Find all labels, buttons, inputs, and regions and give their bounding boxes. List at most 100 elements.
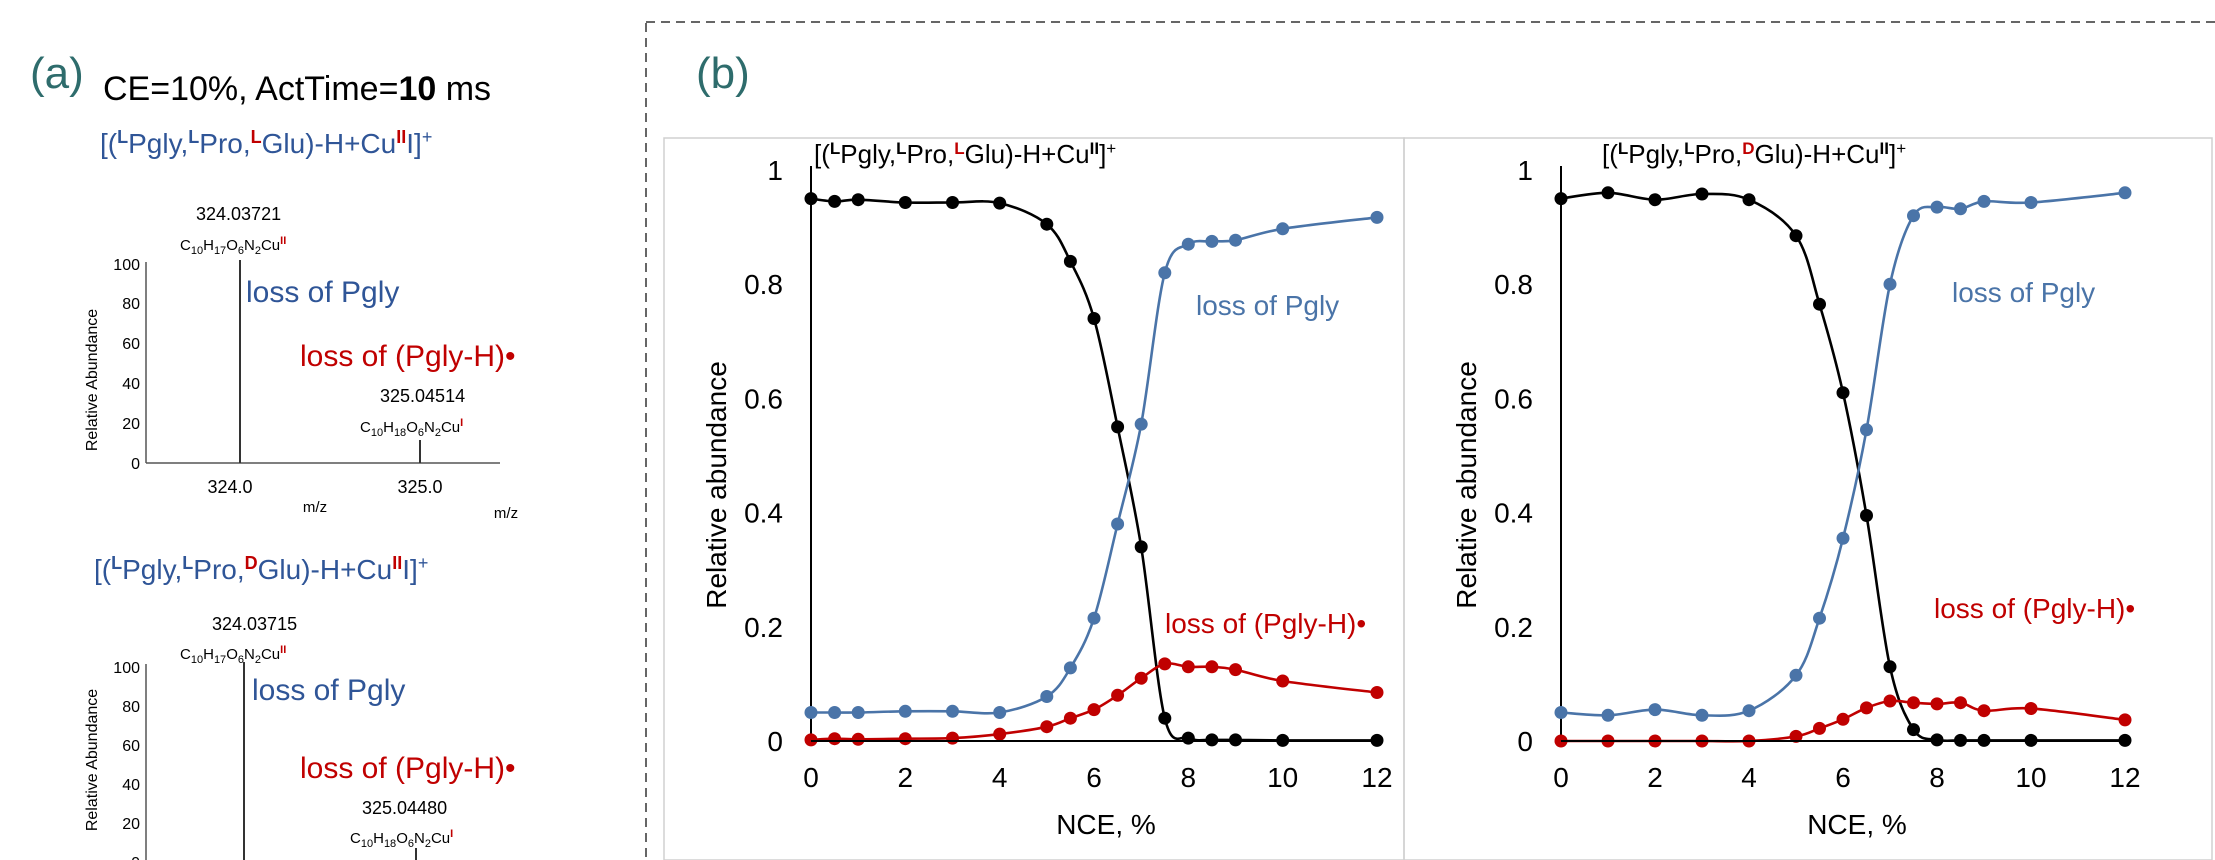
chart-data-point bbox=[1229, 733, 1242, 747]
chart-data-point bbox=[1977, 194, 1991, 208]
chart-1-series-label-pglyh: loss of (Pgly-H)• bbox=[1165, 608, 1366, 639]
chart-ytick-label: 0.8 bbox=[744, 269, 783, 300]
spectrum-1-ytick: 20 bbox=[122, 416, 140, 433]
chart-data-point bbox=[1134, 417, 1148, 431]
spectrum-1-ytick: 0 bbox=[131, 456, 140, 473]
chart-data-point bbox=[828, 706, 842, 719]
chart-xtick-label: 0 bbox=[1553, 762, 1569, 793]
chart-data-point bbox=[1954, 696, 1967, 710]
chart-xtick-label: 8 bbox=[1181, 762, 1197, 793]
chart-data-point bbox=[946, 196, 959, 209]
chart-data-point bbox=[1860, 509, 1873, 522]
chart-2-title: [(LPgly,LPro,DGlu)-H+CuII]+ bbox=[1602, 139, 1906, 169]
spectrum-2-loss-pglyh: loss of (Pgly-H)• bbox=[300, 752, 516, 785]
chart-data-point bbox=[1205, 660, 1219, 674]
chart-data-point bbox=[1554, 706, 1568, 719]
chart-ytick-label: 0.6 bbox=[1494, 383, 1533, 414]
chart-data-point bbox=[1158, 266, 1172, 280]
chart-data-point bbox=[804, 733, 818, 747]
chart-ytick-label: 0.4 bbox=[1494, 498, 1533, 529]
spectrum-2-ion-label: [(LPgly,LPro,DGlu)-H+CuIII]+ bbox=[94, 553, 428, 585]
chart-data-point bbox=[1205, 234, 1219, 248]
panel-b: (b) [(LPgly,LPro,LGlu)-H+CuII]+ Relative… bbox=[645, 21, 2215, 860]
chart-data-point bbox=[1883, 277, 1897, 291]
chart-data-point bbox=[1789, 229, 1803, 243]
spectrum-2-ytick: 100 bbox=[113, 660, 140, 677]
chart-ytick-label: 1 bbox=[1517, 155, 1533, 186]
chart-xtick-label: 6 bbox=[1086, 762, 1102, 793]
chart-data-point bbox=[1813, 721, 1826, 735]
chart-2-ylabel: Relative abundance bbox=[1451, 361, 1482, 609]
chart-data-point bbox=[828, 732, 842, 746]
chart-data-point bbox=[1181, 237, 1195, 251]
chart-data-point bbox=[1229, 233, 1242, 247]
chart-ytick-label: 0.4 bbox=[744, 498, 783, 529]
chart-1-series-label-pgly: loss of Pgly bbox=[1196, 290, 1339, 321]
chart-data-point bbox=[1040, 217, 1054, 231]
chart-2-series-label-pgly: loss of Pgly bbox=[1952, 277, 2095, 308]
chart-data-point bbox=[1930, 697, 1944, 711]
chart-data-point bbox=[898, 196, 912, 209]
chart-data-point bbox=[1111, 420, 1125, 434]
chart-ytick-label: 1 bbox=[767, 155, 783, 186]
spectrum-2-loss-pgly: loss of Pgly bbox=[252, 674, 405, 707]
chart-data-point bbox=[1836, 386, 1850, 400]
chart-data-point bbox=[993, 706, 1007, 719]
spectrum-2-peak2-mz: 325.04480 bbox=[362, 798, 447, 818]
chart-data-point bbox=[1930, 200, 1944, 214]
spectrum-1-ytick: 80 bbox=[122, 296, 140, 313]
chart-data-point bbox=[993, 727, 1007, 741]
chart-ytick-label: 0.2 bbox=[1494, 612, 1533, 643]
chart-data-point bbox=[1813, 611, 1826, 625]
spectrum-2-peak1-formula: C10H17O6N2CuII bbox=[180, 644, 286, 666]
chart-data-point bbox=[1648, 703, 1662, 717]
chart-data-point bbox=[898, 704, 912, 718]
chart-ytick-label: 0.8 bbox=[1494, 269, 1533, 300]
chart-xtick-label: 0 bbox=[803, 762, 819, 793]
chart-data-point bbox=[1205, 733, 1219, 747]
chart-series-line bbox=[1560, 191, 2126, 717]
chart-2-series-label-pglyh: loss of (Pgly-H)• bbox=[1934, 593, 2135, 624]
spectrum-1-yticks: 100 80 60 40 20 0 bbox=[113, 257, 140, 473]
chart-data-point bbox=[1040, 690, 1054, 703]
chart-data-point bbox=[804, 706, 818, 719]
chart-ytick-label: 0.2 bbox=[744, 612, 783, 643]
chart-series-line bbox=[810, 662, 1378, 742]
chart-data-point bbox=[993, 196, 1007, 210]
chart-data-point bbox=[1370, 210, 1384, 224]
chart-data-point bbox=[1695, 187, 1709, 201]
spectrum-2-ytick: 80 bbox=[122, 699, 140, 716]
spectrum-1-ytick: 60 bbox=[122, 336, 140, 353]
chart-data-point bbox=[1742, 704, 1756, 718]
chart-data-point bbox=[1063, 254, 1077, 268]
chart-xtick-label: 8 bbox=[1929, 762, 1945, 793]
chart-xtick-label: 12 bbox=[1361, 762, 1392, 793]
chart-data-point bbox=[851, 193, 865, 207]
chart-data-point bbox=[1836, 712, 1850, 726]
chart-data-point bbox=[851, 732, 865, 746]
spectrum-1: [(LPgly,LPro,LGlu)-H+CuIII]+ 324.03721 C… bbox=[84, 127, 518, 522]
chart-xtick-label: 4 bbox=[992, 762, 1008, 793]
spectrum-1-loss-pgly: loss of Pgly bbox=[246, 276, 399, 309]
chart-data-point bbox=[1229, 663, 1242, 677]
chart-data-point bbox=[1063, 711, 1077, 725]
chart-data-point bbox=[1789, 729, 1803, 743]
chart-data-point bbox=[1813, 297, 1826, 311]
chart-data-point bbox=[1276, 674, 1290, 688]
spectrum-1-xunit: m/z bbox=[303, 499, 327, 516]
chart-2-frame bbox=[1403, 137, 2213, 860]
chart-data-point bbox=[1370, 686, 1384, 699]
nce-chart-1: [(LPgly,LPro,LGlu)-H+CuII]+ Relative abu… bbox=[701, 139, 1393, 840]
chart-data-point bbox=[1087, 703, 1101, 717]
chart-series-line bbox=[1560, 191, 2125, 743]
chart-data-point bbox=[1907, 723, 1920, 737]
chart-xtick-label: 10 bbox=[2015, 762, 2046, 793]
chart-data-point bbox=[1695, 708, 1709, 722]
chart-data-point bbox=[1087, 611, 1101, 625]
chart-data-point bbox=[851, 706, 865, 719]
chart-data-point bbox=[1276, 222, 1290, 236]
chart-data-point bbox=[804, 192, 818, 206]
chart-data-point bbox=[1134, 540, 1148, 554]
spectrum-2-ylabel: Relative Abundance bbox=[84, 689, 101, 831]
